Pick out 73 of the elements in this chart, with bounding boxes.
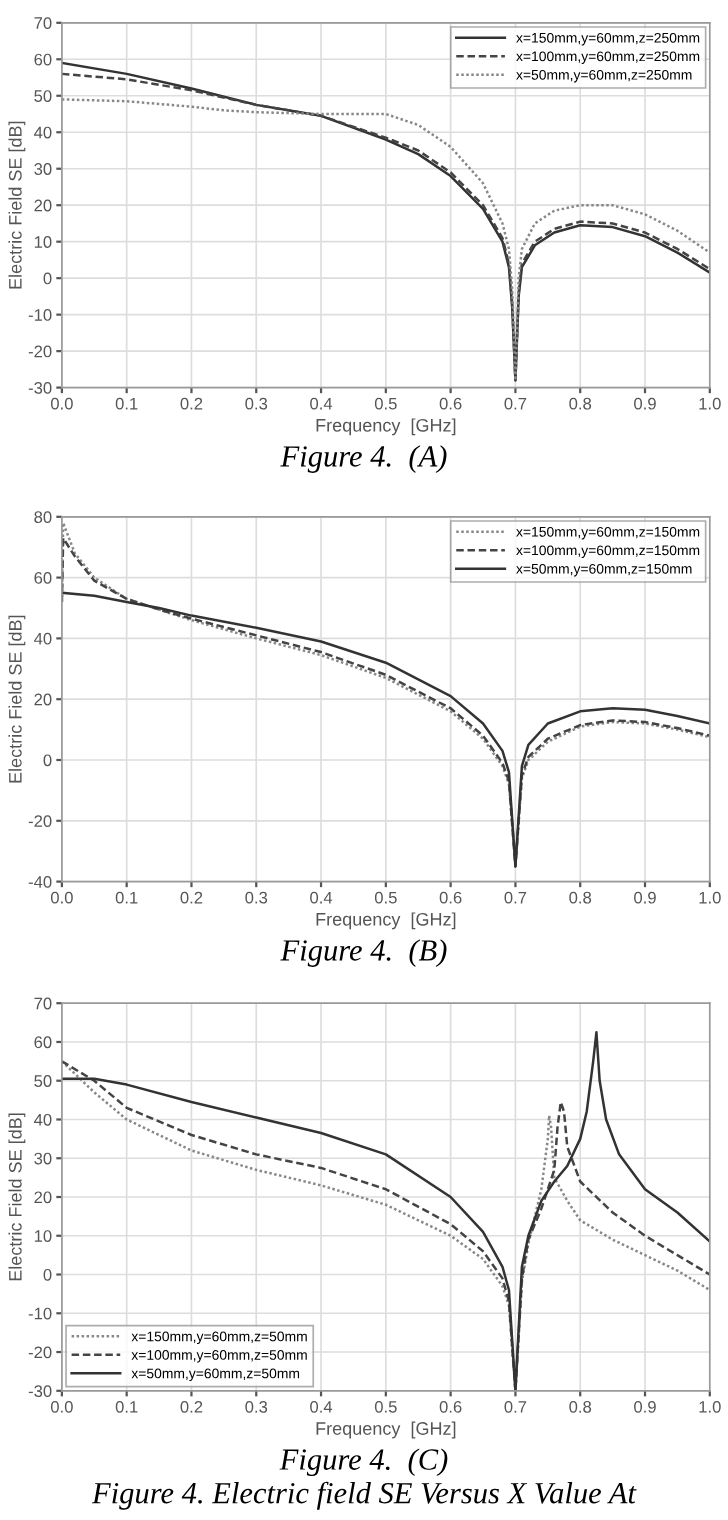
x-tick-label: 0.3 xyxy=(245,397,268,410)
x-tick-label: 0.2 xyxy=(180,1400,203,1413)
y-tick-label: 0 xyxy=(43,272,52,285)
y-tick-label: 0 xyxy=(43,1268,52,1281)
y-tick-label: 50 xyxy=(34,1075,52,1087)
y-tick-label: -20 xyxy=(28,1346,52,1359)
caption: Figure 4. (C) xyxy=(279,1448,448,1477)
x-tick-label: 0.9 xyxy=(634,1400,656,1413)
x-tick-label: 0.5 xyxy=(374,397,397,410)
line-series xyxy=(61,591,710,868)
x-tick-label: 0.1 xyxy=(115,1400,138,1413)
x-tick-label: 0.6 xyxy=(439,397,462,410)
x-tick-label: 0.2 xyxy=(180,891,203,904)
x-axis-title: Frequency [GHz] xyxy=(316,1421,456,1439)
y-tick-label: 30 xyxy=(34,1152,52,1165)
y-tick-label: 30 xyxy=(34,163,52,175)
x-tick-label: 0.0 xyxy=(50,397,73,410)
y-tick-label: 40 xyxy=(34,1113,52,1126)
y-tick-label: 20 xyxy=(34,199,52,212)
y-tick-label: 50 xyxy=(34,90,52,102)
x-axis-title: Frequency [GHz] xyxy=(316,912,456,930)
x-tick-label: 0.7 xyxy=(504,891,527,904)
y-tick-label: 0 xyxy=(43,754,52,767)
x-tick-label: 0.8 xyxy=(569,1400,592,1413)
x-tick-label: 0.8 xyxy=(569,891,592,904)
y-tick-label: 10 xyxy=(34,236,52,248)
x-tick-label: 0.1 xyxy=(115,891,138,904)
x-tick-label: 0.5 xyxy=(374,1400,397,1413)
y-tick-label: 70 xyxy=(34,17,52,29)
y-tick-label: -30 xyxy=(28,1385,52,1397)
x-tick-label: 0.2 xyxy=(180,397,203,410)
y-tick-label: 40 xyxy=(34,632,52,645)
y-tick-label: 20 xyxy=(34,693,52,706)
x-tick-label: 0.6 xyxy=(439,891,462,904)
x-tick-label: 0.1 xyxy=(115,397,138,410)
y-tick-label: 70 xyxy=(34,997,52,1010)
x-tick-label: 0.5 xyxy=(374,891,397,904)
x-tick-label: 0.3 xyxy=(245,1400,268,1413)
x-tick-label: 0.3 xyxy=(245,891,268,904)
x-tick-label: 0.7 xyxy=(504,397,527,410)
x-tick-label: 0.4 xyxy=(310,397,333,410)
y-tick-label: 20 xyxy=(34,1191,52,1204)
y-axis-title: Electric Field SE [dB] xyxy=(8,615,26,783)
y-tick-label: -10 xyxy=(28,309,52,321)
x-tick-label: 0.0 xyxy=(50,891,73,904)
x-tick-label: 0.8 xyxy=(569,397,592,410)
y-tick-label: -10 xyxy=(28,1307,52,1320)
x-tick-label: 0.0 xyxy=(50,1400,73,1413)
x-tick-label: 0.6 xyxy=(439,1400,462,1413)
y-axis-title: Electric Field SE [dB] xyxy=(8,1113,26,1281)
x-tick-label: 0.4 xyxy=(310,1400,333,1413)
x-tick-label: 0.4 xyxy=(310,891,333,904)
x-tick-label: 1.0 xyxy=(699,891,721,904)
x-tick-label: 0.9 xyxy=(634,891,656,904)
x-tick-label: 0.9 xyxy=(634,397,656,410)
caption: Figure 4. (A) xyxy=(280,445,447,473)
y-tick-label: 60 xyxy=(34,572,52,584)
y-tick-label: -20 xyxy=(28,345,52,358)
y-tick-label: -20 xyxy=(28,815,52,827)
caption: Figure 4. Electric field SE Versus X Value At xyxy=(91,1481,637,1510)
x-tick-label: 1.0 xyxy=(699,397,721,410)
y-tick-label: 10 xyxy=(34,1230,52,1242)
y-tick-label: 60 xyxy=(34,53,52,66)
y-tick-label: -40 xyxy=(28,876,52,888)
y-tick-label: 80 xyxy=(34,511,52,523)
x-tick-label: 1.0 xyxy=(699,1400,721,1413)
x-axis-title: Frequency [GHz] xyxy=(316,418,456,436)
caption: Figure 4. (B) xyxy=(280,939,447,967)
x-tick-label: 0.7 xyxy=(504,1400,527,1413)
y-tick-label: 60 xyxy=(34,1036,52,1049)
y-tick-label: -30 xyxy=(28,382,52,394)
y-tick-label: 40 xyxy=(34,126,52,139)
y-axis-title: Electric Field SE [dB] xyxy=(8,121,26,289)
